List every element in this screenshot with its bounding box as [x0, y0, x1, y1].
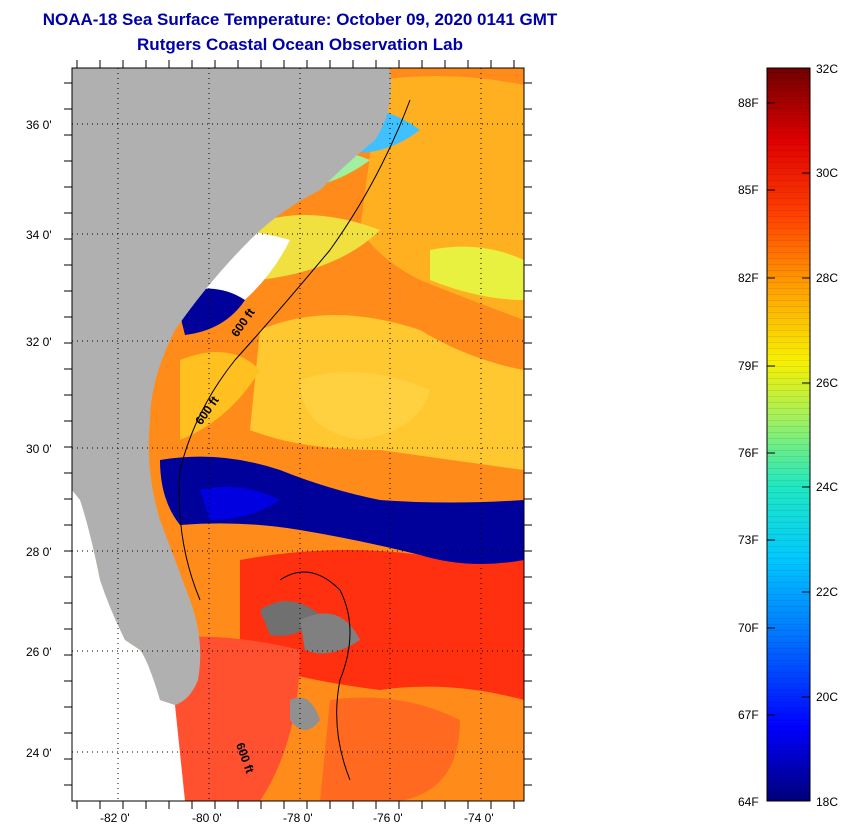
- colorbar-f-label: 85F: [738, 183, 759, 197]
- map-subtitle: Rutgers Coastal Ocean Observation Lab: [137, 35, 463, 54]
- bahamas-bank: [290, 697, 320, 730]
- colorbar-bands: [767, 68, 810, 801]
- sst-patch-warm-core: [300, 372, 430, 440]
- colorbar-f-label: 88F: [738, 96, 759, 110]
- sst-patch-hot: [240, 550, 524, 700]
- lon-label: -76 0': [373, 811, 403, 825]
- isobath-600ft: [178, 99, 411, 601]
- colorbar-f-label: 70F: [738, 621, 759, 635]
- lat-label: 24 0': [26, 746, 52, 760]
- colorbar-c-label: 32C: [816, 62, 838, 76]
- cold-band: [160, 456, 524, 564]
- map-title: NOAA-18 Sea Surface Temperature: October…: [42, 10, 558, 29]
- colorbar-f-label: 76F: [738, 446, 759, 460]
- map-frame: [71, 67, 525, 802]
- land-mass: [72, 68, 391, 705]
- colorbar-c-label: 20C: [816, 690, 838, 704]
- colorbar-c-label: 30C: [816, 166, 838, 180]
- sst-patch-green: [430, 246, 524, 300]
- isobath-600ft-bahamas: [279, 571, 351, 781]
- lat-label: 32 0': [26, 335, 52, 349]
- lat-label: 34 0': [26, 228, 52, 242]
- lat-label: 26 0': [26, 645, 52, 659]
- lat-label: 36 0': [26, 118, 52, 132]
- lon-label: -78 0': [283, 811, 313, 825]
- colorbar-f-label: 82F: [738, 271, 759, 285]
- sst-patch-southeast: [320, 697, 460, 801]
- lat-label: 30 0': [26, 442, 52, 456]
- colorbar-f-label: 67F: [738, 708, 759, 722]
- sst-patch-shelf: [180, 352, 260, 440]
- bahamas-bank: [300, 613, 360, 654]
- map-grid: [72, 68, 524, 801]
- colorbar-c-label: 22C: [816, 585, 838, 599]
- lon-label: -82 0': [100, 811, 130, 825]
- colorbar-ticks: [767, 102, 810, 716]
- colorbar-c-label: 28C: [816, 271, 838, 285]
- lon-label: -80 0': [192, 811, 222, 825]
- sst-map: [72, 68, 524, 801]
- colorbar-c-label: 18C: [816, 795, 838, 809]
- lat-label: 28 0': [26, 545, 52, 559]
- cold-band-core: [200, 486, 280, 520]
- colorbar-f-label: 79F: [738, 359, 759, 373]
- colorbar-c-label: 24C: [816, 480, 838, 494]
- axis-ticks: [64, 60, 532, 809]
- colorbar-c-label: 26C: [816, 376, 838, 390]
- colorbar-f-label: 73F: [738, 533, 759, 547]
- gulf-region: [72, 490, 185, 801]
- lon-label: -74 0': [464, 811, 494, 825]
- colorbar-frame: [766, 67, 811, 802]
- colorbar-f-label: 64F: [738, 795, 759, 809]
